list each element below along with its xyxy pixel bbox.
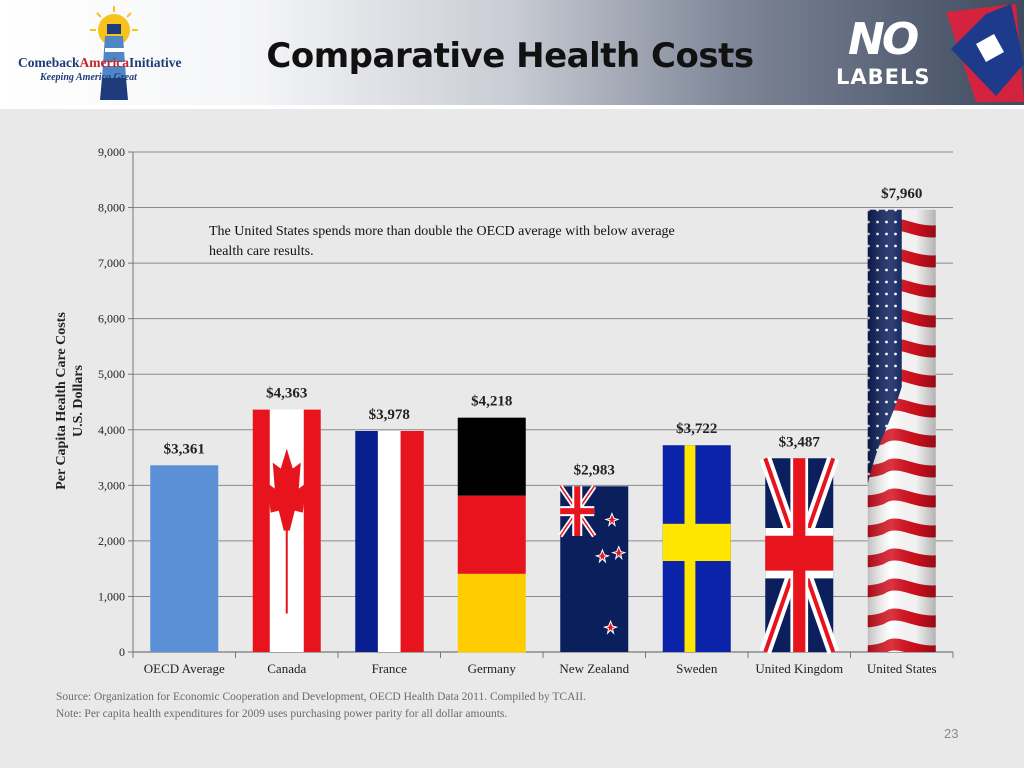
- value-label: $3,722: [676, 421, 717, 437]
- value-labels: $3,361 $4,363 $3,978 $4,218 $2,983 $3,722 $3,4…: [164, 186, 923, 479]
- bar-united-kingdom: [759, 456, 839, 654]
- value-label: $3,361: [164, 441, 205, 457]
- category-label: Canada: [267, 661, 306, 676]
- flag-band-right: [303, 409, 321, 652]
- value-label: $3,978: [369, 407, 410, 423]
- y-tick-label: 8,000: [98, 201, 125, 215]
- logo-name: ComebackAmericaInitiative: [18, 55, 182, 70]
- cross-horizontal: [662, 523, 731, 562]
- value-label: $2,983: [574, 462, 615, 478]
- star-icon: [594, 548, 611, 564]
- cross-v-red: [793, 458, 806, 652]
- header-banner: [0, 0, 1024, 105]
- y-tick-label: 3,000: [98, 478, 125, 492]
- flag-band-blue: [355, 431, 378, 652]
- y-tick-label: 6,000: [98, 312, 125, 326]
- bar-new-zealand: [558, 484, 629, 652]
- flag-band-black: [457, 417, 526, 496]
- flag-shading: [867, 209, 936, 652]
- source-line: Source: Organization for Economic Cooper…: [56, 691, 586, 703]
- bar-fill: [150, 465, 219, 652]
- star-icon: [602, 619, 619, 635]
- flag-band-left: [252, 409, 270, 652]
- value-label: $3,487: [779, 434, 821, 450]
- y-axis-ticks: 0 1,000 2,000 3,000 4,000 5,000 6,000 7,000 8,00…: [98, 145, 125, 659]
- category-label: Sweden: [676, 661, 718, 676]
- star-icon: [611, 545, 627, 561]
- star-icon: [604, 512, 620, 527]
- flag-band-red: [457, 495, 526, 574]
- value-label: $4,363: [266, 386, 307, 402]
- flag-band-red: [400, 431, 424, 652]
- no-labels-logo: [946, 4, 1024, 102]
- category-label: OECD Average: [144, 661, 225, 676]
- flag-band-white: [377, 431, 401, 652]
- y-axis-label: Per Capita Health Care Costs: [54, 312, 69, 490]
- value-label: $4,218: [471, 394, 512, 410]
- category-labels: OECD Average Canada France Germany New Zeala…: [144, 661, 937, 676]
- bar-france: [355, 431, 424, 652]
- y-tick-label: 9,000: [98, 145, 125, 159]
- lighthouse-icon: [90, 6, 138, 100]
- page-number: 23: [944, 726, 959, 741]
- category-label: United States: [867, 661, 937, 676]
- bar-united-states: [867, 209, 936, 652]
- no-labels-word-labels: LABELS: [836, 65, 931, 89]
- maple-leaf-icon: [266, 448, 307, 531]
- health-cost-chart: 0 1,000 2,000 3,000 4,000 5,000 6,000 7,000 8,00…: [54, 145, 954, 676]
- y-tick-label: 4,000: [98, 423, 125, 437]
- logo-tagline: Keeping America Great: [40, 72, 137, 83]
- header-divider: [0, 105, 1024, 109]
- union-cross-v: [574, 486, 581, 536]
- bar-sweden: [662, 445, 731, 652]
- y-tick-label: 1,000: [98, 589, 125, 603]
- bar-oecd-average: [150, 465, 219, 652]
- category-label: Germany: [468, 661, 517, 676]
- value-label: $7,960: [881, 186, 922, 202]
- chart-annotation-line1: The United States spends more than doubl…: [209, 224, 675, 239]
- bar-canada: [252, 409, 321, 652]
- comeback-america-logo: ComebackAmericaInitiative Keeping Americ…: [14, 6, 214, 101]
- y-tick-label: 5,000: [98, 367, 125, 381]
- maple-stem: [285, 528, 288, 614]
- no-labels-word-no: NO: [848, 14, 919, 65]
- chart-annotation-line2: health care results.: [209, 244, 314, 259]
- category-label: United Kingdom: [755, 661, 843, 676]
- note-line: Note: Per capita health expenditures for…: [56, 708, 508, 720]
- y-axis-unit-label: U.S. Dollars: [71, 364, 86, 437]
- y-tick-label: 0: [119, 645, 125, 659]
- y-tick-label: 7,000: [98, 256, 125, 270]
- bar-germany: [457, 417, 526, 653]
- y-tick-label: 2,000: [98, 534, 125, 548]
- source-note: Source: Organization for Economic Cooper…: [56, 689, 586, 723]
- bars: [150, 209, 936, 654]
- category-label: New Zealand: [559, 661, 629, 676]
- page-title: Comparative Health Costs: [266, 36, 754, 76]
- flag-band-gold: [457, 573, 526, 653]
- category-label: France: [372, 661, 408, 676]
